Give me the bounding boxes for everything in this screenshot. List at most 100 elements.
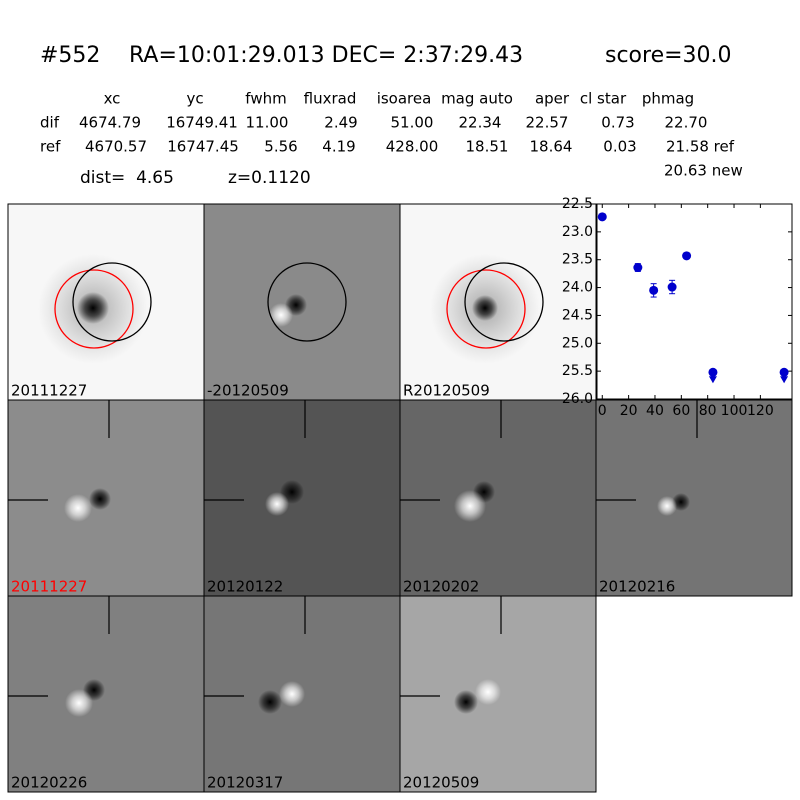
aperture xyxy=(72,262,152,342)
source xyxy=(279,681,305,707)
y-tick-label: 23.0 xyxy=(562,224,593,240)
point xyxy=(633,263,643,273)
x-tick-label: 80 xyxy=(699,403,717,419)
point xyxy=(649,285,659,295)
stamp-label: 20111227 xyxy=(11,578,87,596)
table-cell: 4.19 xyxy=(322,138,355,156)
source xyxy=(77,292,109,324)
x-tick-label: 100 xyxy=(721,403,748,419)
stamp-image xyxy=(8,596,204,792)
table-cell: 22.57 xyxy=(526,114,569,132)
stamp: R20120509 xyxy=(399,203,597,401)
y-tick-label: 26.0 xyxy=(562,391,593,407)
table-note: 20.63 new xyxy=(664,162,743,180)
column-header: aper xyxy=(535,90,570,108)
source xyxy=(472,295,498,321)
coordinates: RA=10:01:29.013 DEC= 2:37:29.43 xyxy=(129,43,523,68)
stamp: 20120122 xyxy=(203,399,401,597)
source xyxy=(64,494,92,522)
point xyxy=(779,367,789,377)
source xyxy=(265,492,289,516)
x-tick-label: 40 xyxy=(646,403,664,419)
stamp: 20120202 xyxy=(399,399,597,597)
table-cell: 22.34 xyxy=(459,114,502,132)
stamp-label: -20120509 xyxy=(207,382,289,400)
stamp: 20120226 xyxy=(7,595,205,793)
stamp: 20120509 xyxy=(399,595,597,793)
stamp: -20120509 xyxy=(203,203,401,401)
y-tick-label: 24.0 xyxy=(562,280,593,296)
x-tick-label: 0 xyxy=(598,403,607,419)
table-cell: 21.58 ref xyxy=(666,138,735,156)
stamp: 20120317 xyxy=(203,595,401,793)
point xyxy=(667,282,677,292)
table-cell: 2.49 xyxy=(324,114,357,132)
source xyxy=(269,303,293,327)
table-cell: 0.73 xyxy=(601,114,634,132)
plot-area xyxy=(596,203,793,400)
x-tick-label: 120 xyxy=(747,403,774,419)
table-cell: 4670.57 xyxy=(85,138,147,156)
table-cell: 16749.41 xyxy=(166,114,238,132)
source xyxy=(475,679,501,705)
y-tick-label: 25.5 xyxy=(562,363,593,379)
object-id: #552 xyxy=(40,43,100,68)
x-tick-label: 20 xyxy=(620,403,638,419)
aperture xyxy=(54,269,134,349)
aperture xyxy=(267,262,347,342)
column-header: fluxrad xyxy=(304,90,357,108)
stamp-border xyxy=(595,399,793,597)
y-tick-label: 22.5 xyxy=(562,196,593,212)
table-cell: 22.70 xyxy=(665,114,708,132)
stamp-label: 20120122 xyxy=(207,578,283,596)
column-header: fwhm xyxy=(245,90,286,108)
score: score=30.0 xyxy=(605,43,732,68)
column-header: cl star xyxy=(580,90,627,108)
stamp-label: 20120226 xyxy=(11,774,87,792)
source xyxy=(454,690,478,714)
redshift: z=0.1120 xyxy=(228,168,311,188)
y-tick-label: 23.5 xyxy=(562,252,593,268)
table-cell: 428.00 xyxy=(386,138,439,156)
stamp-label: 20120216 xyxy=(599,578,675,596)
stamp-image xyxy=(596,400,792,596)
column-header: phmag xyxy=(642,90,694,108)
stamp-label: 20111227 xyxy=(11,382,87,400)
source xyxy=(454,490,486,522)
x-tick-label: 60 xyxy=(672,403,690,419)
column-header: yc xyxy=(186,90,203,108)
table-cell: 16747.45 xyxy=(167,138,239,156)
stamp-label: 20120509 xyxy=(403,774,479,792)
stamp-image xyxy=(400,400,596,596)
source xyxy=(657,496,677,516)
stamp: 20120216 xyxy=(595,399,793,597)
upper-limit-arrow xyxy=(708,376,717,384)
table-cell: 11.00 xyxy=(246,114,289,132)
column-header: isoarea xyxy=(377,90,432,108)
point xyxy=(597,212,607,222)
table: xc yc fwhm fluxrad isoarea mag auto aper cl sta… xyxy=(40,90,743,180)
stamp-label: R20120509 xyxy=(403,382,490,400)
aperture xyxy=(446,269,526,349)
y-tick-label: 25.0 xyxy=(562,335,593,351)
stamp: 20111227 xyxy=(7,399,205,597)
table-cell: 0.03 xyxy=(603,138,636,156)
column-header: mag auto xyxy=(441,90,513,108)
column-header: xc xyxy=(104,90,121,108)
table-cell: 18.51 xyxy=(466,138,509,156)
source xyxy=(89,488,111,510)
stamp-label: 20120202 xyxy=(403,578,479,596)
table-cell: 18.64 xyxy=(530,138,573,156)
stamp-border xyxy=(399,595,597,793)
table-cell: 51.00 xyxy=(391,114,434,132)
source xyxy=(65,689,93,717)
row-label: dif xyxy=(40,114,60,132)
distance: dist= 4.65 xyxy=(80,168,174,188)
source xyxy=(258,690,282,714)
stamp-label: 20120317 xyxy=(207,774,283,792)
row-label: ref xyxy=(40,138,61,156)
y-tick-label: 24.5 xyxy=(562,307,593,323)
aperture xyxy=(464,262,544,342)
